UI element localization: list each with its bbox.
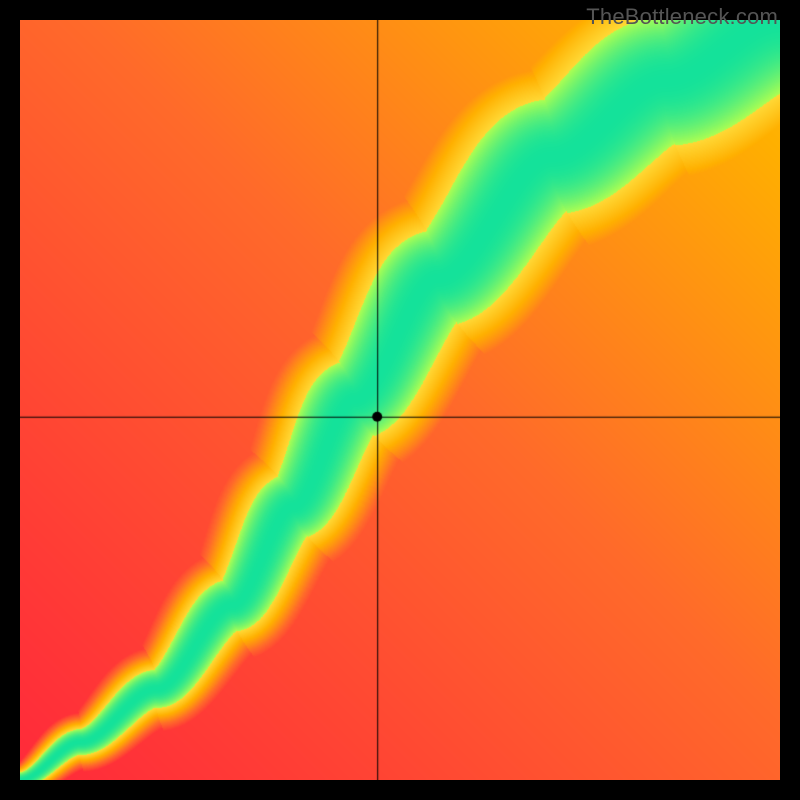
watermark-text: TheBottleneck.com: [586, 4, 778, 30]
bottleneck-heatmap: [20, 20, 780, 780]
